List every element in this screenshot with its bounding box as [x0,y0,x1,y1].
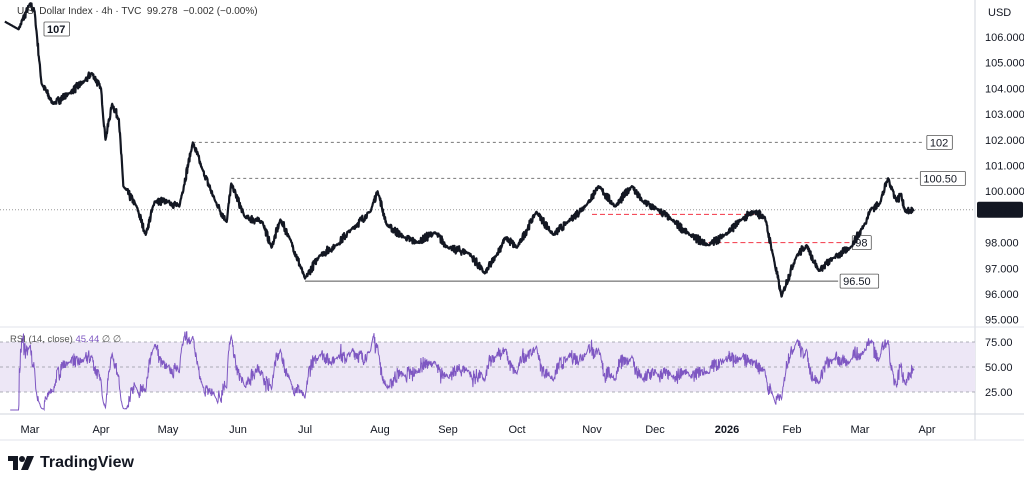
price-tick: 97.000 [985,263,1019,275]
symbol-legend: U.S. Dollar Index · 4h · TVC 99.278 −0.0… [17,6,258,17]
price-tick: 104.000 [985,83,1024,95]
symbol-name: U.S. Dollar Index [17,6,93,17]
rsi-value: 45.44 [75,334,100,345]
price-tick: 103.000 [985,109,1024,121]
time-tick: Dec [645,424,665,436]
price-tick: 100.000 [985,186,1024,198]
price-tick: 95.000 [985,315,1019,327]
level-label: 98 [855,238,867,250]
interval[interactable]: 4h [101,6,113,17]
last-price-badge [977,201,1023,218]
level-label: 100.50 [923,173,957,185]
time-tick: Nov [582,424,602,436]
level-label-box [43,21,70,37]
currency-label: USD [988,7,1011,19]
price-tick: 106.000 [985,32,1024,44]
price-change: −0.002 (−0.00%) [183,6,258,17]
price-tick: 102.000 [985,135,1024,147]
time-tick: Jun [229,424,247,436]
price-tick: 98.000 [985,238,1019,250]
time-tick: Sep [438,424,458,436]
price-series-line [4,2,915,298]
time-tick: Mar [851,424,870,436]
level-label-box [839,273,880,289]
rsi-tick: 75.00 [985,337,1013,349]
tradingview-logo-icon [8,456,34,470]
price-tick: 101.000 [985,161,1024,173]
level-label-box [926,134,953,150]
level-label: 96.50 [843,276,871,288]
rsi-name[interactable]: RSI (14, close) [10,334,73,345]
price-tick: 105.000 [985,58,1024,70]
last-price: 99.278 [146,6,178,17]
rsi-tick: 50.00 [985,362,1013,374]
level-label: 102 [930,137,948,149]
time-tick: 2026 [715,424,739,436]
rsi-tick: 25.00 [985,387,1013,399]
level-label-box [919,170,966,186]
time-tick: Mar [21,424,40,436]
time-tick: Jul [298,424,312,436]
time-tick: Apr [918,424,935,436]
rsi-line [10,331,915,412]
tradingview-logo[interactable]: TradingView [8,454,134,472]
rsi-legend: RSI (14, close) 45.44 ∅ ∅ [10,334,122,345]
time-tick: Apr [92,424,109,436]
exchange: TVC [121,6,142,17]
time-tick: Feb [783,424,802,436]
brand-name: TradingView [40,454,134,471]
time-tick: Oct [508,424,525,436]
last-price-label: 99.278 [981,205,1015,217]
price-tick: 96.000 [985,289,1019,301]
level-label: 107 [47,24,65,36]
time-tick: May [158,424,179,436]
time-tick: Aug [370,424,390,436]
